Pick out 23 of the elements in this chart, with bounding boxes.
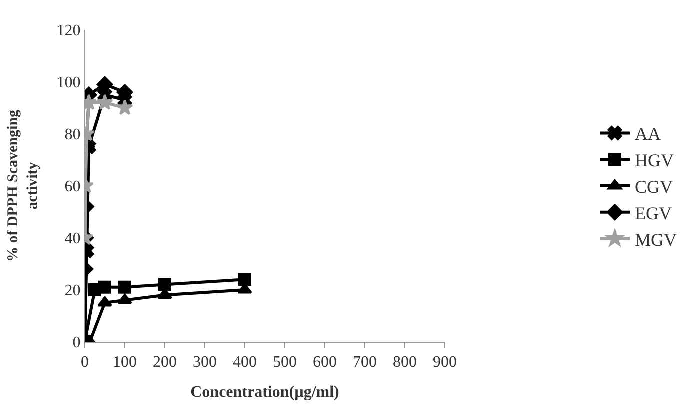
x-tick-label: 400 (233, 354, 257, 372)
y-tick-label: 40 (64, 230, 81, 248)
x-tick-label: 500 (273, 354, 297, 372)
x-tick-label: 600 (313, 354, 337, 372)
x-tick-label: 700 (353, 354, 377, 372)
legend-label: CGV (635, 177, 674, 198)
legend-label: HGV (635, 150, 674, 171)
y-tick-label: 0 (72, 334, 81, 352)
x-tick-label: 800 (393, 354, 417, 372)
y-tick-label: 20 (64, 282, 81, 300)
x-tick-label: 300 (193, 354, 217, 372)
legend-label: MGV (635, 230, 678, 250)
legend-label: EGV (635, 203, 672, 224)
x-tick-label: 100 (113, 354, 137, 372)
legend-label: AA (635, 124, 661, 144)
y-axis-title: % of DPPH Scavenging activity (6, 109, 42, 262)
x-axis-title: Concentration(µg/ml) (190, 384, 340, 401)
y-tick-label: 80 (64, 126, 81, 144)
x-tick-label: 900 (433, 354, 457, 372)
y-tick-label: 120 (56, 22, 81, 40)
x-tick-label: 200 (153, 354, 177, 372)
y-tick-label: 60 (64, 178, 81, 196)
y-tick-label: 100 (56, 74, 81, 92)
